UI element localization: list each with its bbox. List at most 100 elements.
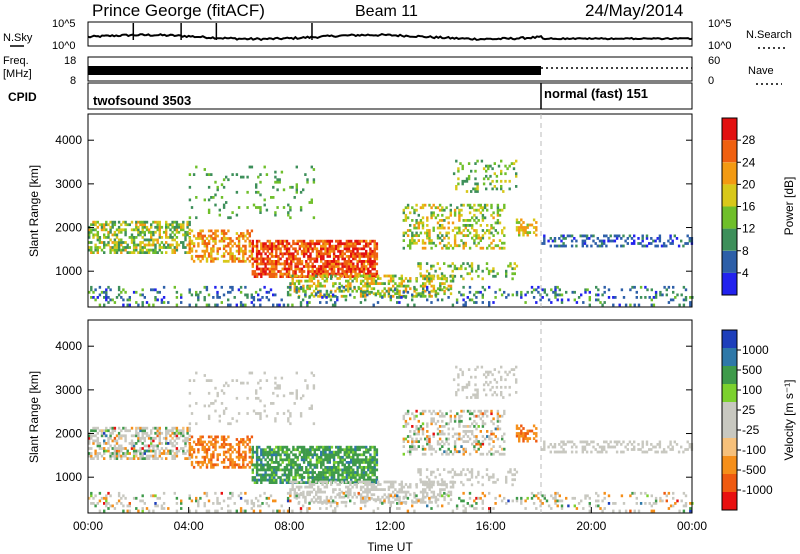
- power-cell: [398, 277, 401, 280]
- power-cell: [197, 298, 200, 302]
- velocity-cell: [294, 468, 297, 472]
- power-cell: [277, 257, 280, 261]
- velocity-cell: [222, 465, 226, 469]
- power-cell: [201, 234, 204, 238]
- power-cell: [458, 211, 461, 215]
- power-cell: [628, 234, 632, 238]
- power-cell: [173, 246, 176, 249]
- noise-frame: [87, 21, 693, 47]
- power-cell: [652, 303, 656, 307]
- power-cell: [659, 293, 662, 297]
- power-cell: [389, 288, 392, 292]
- power-cell: [341, 262, 344, 266]
- velocity-cell: [296, 455, 299, 459]
- power-cell: [255, 267, 259, 271]
- velocity-cell: [650, 494, 653, 498]
- velocity-cell: [222, 460, 226, 464]
- power-cell: [419, 264, 422, 268]
- velocity-cell: [461, 388, 464, 392]
- power-cell: [350, 249, 353, 253]
- power-cell: [400, 296, 403, 299]
- velocity-cell: [532, 502, 536, 505]
- power-cell: [341, 272, 344, 276]
- power-cell: [321, 277, 324, 280]
- power-cell: [103, 236, 106, 239]
- noise-panel: N.Sky 10^5 10^0 10^5 10^0 N.Search: [3, 18, 792, 52]
- power-cell: [400, 282, 403, 285]
- power-cell: [296, 260, 299, 263]
- velocity-cell: [379, 498, 382, 502]
- power-cell: [432, 277, 435, 281]
- power-cell: [326, 249, 329, 253]
- velocity-cell: [285, 463, 289, 467]
- power-cell: [130, 238, 134, 242]
- power-cell: [332, 244, 336, 248]
- power-cell: [315, 249, 319, 253]
- power-cell: [275, 262, 278, 266]
- power-cell: [150, 230, 153, 234]
- power-cell: [105, 296, 108, 299]
- power-cell: [402, 246, 405, 250]
- velocity-cell: [182, 439, 185, 443]
- power-cell: [253, 260, 257, 263]
- velocity-cell: [171, 444, 174, 448]
- power-cell: [229, 252, 232, 256]
- power-cell: [158, 248, 161, 252]
- power-cell: [246, 206, 249, 209]
- power-cell: [421, 224, 425, 227]
- velocity-cell: [481, 442, 485, 446]
- power-cell: [150, 233, 153, 237]
- power-cell: [141, 230, 144, 234]
- velocity-cell: [541, 502, 544, 505]
- velocity-cell: [141, 454, 144, 458]
- power-cell: [227, 252, 230, 256]
- power-cell: [171, 251, 174, 254]
- power-cell: [449, 287, 453, 291]
- power-cell: [325, 292, 329, 296]
- power-cell: [500, 293, 504, 297]
- power-cell: [120, 251, 123, 254]
- power-cell: [660, 244, 664, 248]
- power-cell: [190, 242, 194, 245]
- power-cell: [603, 239, 606, 243]
- velocity-cell: [343, 481, 346, 484]
- power-cell: [471, 216, 474, 220]
- power-cell: [468, 211, 472, 215]
- velocity-cell: [203, 504, 206, 508]
- power-cell: [515, 185, 518, 188]
- velocity-cell: [467, 383, 471, 387]
- power-cell: [143, 230, 146, 234]
- power-cell: [415, 234, 418, 237]
- power-cell: [451, 246, 455, 250]
- power-cell: [339, 239, 342, 243]
- power-cell: [109, 246, 112, 249]
- velocity-cell: [330, 466, 334, 469]
- velocity-cell: [128, 502, 131, 505]
- power-cell: [447, 284, 450, 288]
- power-cell: [132, 251, 136, 254]
- power-cell: [305, 275, 308, 278]
- power-cell: [581, 234, 584, 238]
- power-cell: [345, 272, 349, 276]
- power-cell: [413, 224, 416, 227]
- power-cell: [188, 185, 192, 189]
- velocity-cell: [107, 449, 110, 453]
- noise-sky-trace: [87, 33, 693, 42]
- velocity-cell: [355, 495, 358, 499]
- power-cell: [242, 237, 245, 240]
- power-cell: [689, 301, 692, 304]
- velocity-cell: [477, 425, 480, 428]
- power-cell: [415, 294, 418, 298]
- velocity-cell: [135, 452, 138, 455]
- power-cell: [622, 244, 625, 248]
- cpid-segment-1: twofsound 3503: [93, 93, 191, 108]
- power-cell: [218, 239, 221, 243]
- power-cell: [417, 264, 420, 268]
- velocity-cell: [372, 485, 376, 489]
- power-cell: [339, 255, 342, 258]
- power-cell: [212, 249, 215, 253]
- velocity-cell: [275, 466, 278, 469]
- velocity-cell: [350, 471, 353, 474]
- velocity-cell: [105, 442, 108, 445]
